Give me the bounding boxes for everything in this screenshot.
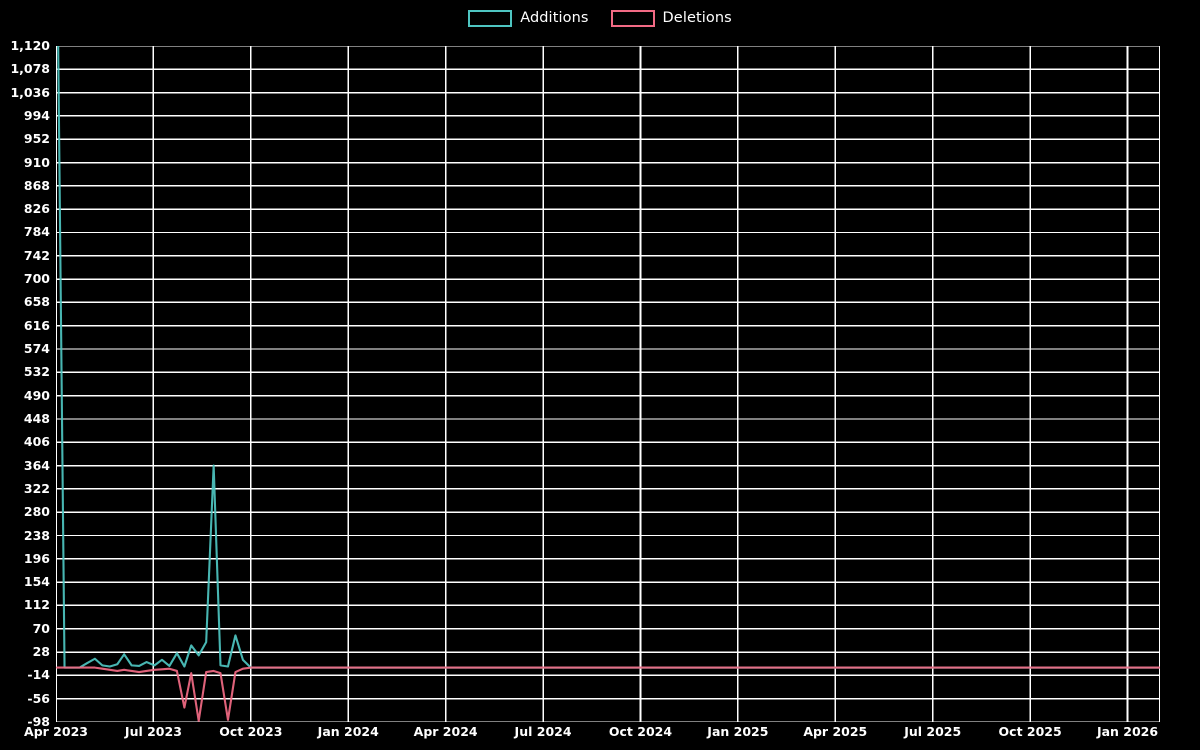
legend-item-deletions[interactable]: Deletions xyxy=(610,9,732,27)
y-tick-label: 28 xyxy=(32,643,50,659)
x-axis: Apr 2023 Jul 2023 Oct 2023 Jan 2024 Apr 2024… xyxy=(0,724,1200,750)
y-tick-label: 70 xyxy=(32,620,50,636)
legend-label-deletions: Deletions xyxy=(662,9,732,26)
y-tick-label: 784 xyxy=(23,224,50,240)
x-tick-label: Apr 2025 xyxy=(803,724,868,739)
y-tick-label: 826 xyxy=(23,200,50,216)
legend-label-additions: Additions xyxy=(520,9,589,26)
y-tick-label: 154 xyxy=(23,573,50,589)
x-tick-label: Jul 2025 xyxy=(904,724,962,739)
y-tick-label: 574 xyxy=(23,340,50,356)
y-tick-label: 910 xyxy=(23,154,50,170)
y-tick-label: 364 xyxy=(23,457,50,473)
y-axis: 1,120 1,078 1,036 994 952 910 868 826 784 742 700 6… xyxy=(0,0,50,750)
y-tick-label: 448 xyxy=(23,410,50,426)
y-tick-label: 952 xyxy=(23,130,50,146)
legend-item-additions[interactable]: Additions xyxy=(468,9,589,27)
legend-swatch-additions xyxy=(468,9,513,27)
chart-legend: Additions Deletions xyxy=(0,0,1200,36)
y-tick-label: 868 xyxy=(23,177,50,193)
x-tick-label: Oct 2023 xyxy=(219,724,283,739)
y-tick-label: 490 xyxy=(23,387,50,403)
x-tick-label: Oct 2024 xyxy=(608,724,673,739)
y-tick-label: 658 xyxy=(23,294,50,310)
x-tick-label: Oct 2025 xyxy=(998,724,1062,739)
y-tick-label: 406 xyxy=(23,434,50,450)
x-tick-label: Jul 2024 xyxy=(514,724,572,739)
x-tick-label: Apr 2023 xyxy=(24,724,88,739)
x-tick-label: Jan 2025 xyxy=(707,724,769,739)
gridlines xyxy=(56,46,1160,722)
y-tick-label: -98 xyxy=(27,713,50,729)
y-tick-label: -14 xyxy=(27,667,50,683)
y-tick-label: 1,078 xyxy=(10,61,50,77)
y-tick-label: 1,120 xyxy=(10,37,50,53)
y-tick-label: 238 xyxy=(23,527,50,543)
y-tick-label: 994 xyxy=(23,107,50,123)
y-tick-label: 280 xyxy=(23,503,50,519)
y-tick-label: 742 xyxy=(23,247,50,263)
legend-swatch-deletions xyxy=(610,9,655,27)
x-tick-label: Jul 2023 xyxy=(124,724,182,739)
y-tick-label: 1,036 xyxy=(10,84,50,100)
y-tick-label: 532 xyxy=(23,364,50,380)
plot-area xyxy=(56,46,1160,722)
y-tick-label: 112 xyxy=(23,597,50,613)
y-tick-label: 322 xyxy=(23,480,50,496)
series-lines xyxy=(56,46,1160,722)
y-tick-label: 700 xyxy=(23,270,50,286)
x-tick-label: Jan 2024 xyxy=(317,724,379,739)
y-tick-label: 616 xyxy=(23,317,50,333)
x-tick-label: Apr 2024 xyxy=(413,724,478,739)
y-tick-label: -56 xyxy=(27,690,50,706)
x-tick-label: Jan 2026 xyxy=(1096,724,1159,739)
y-tick-label: 196 xyxy=(23,550,50,566)
